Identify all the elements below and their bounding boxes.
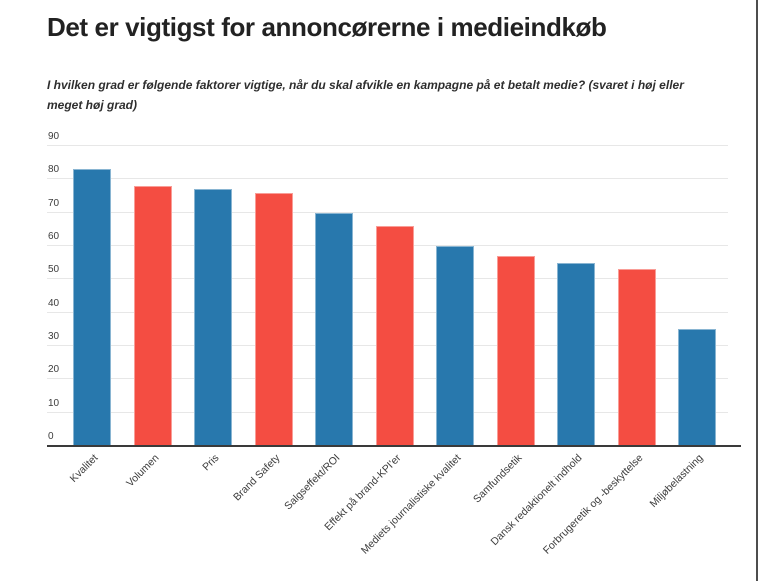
x-label-brand-safety: Brand Safety (230, 452, 282, 504)
x-axis-line (47, 445, 741, 447)
y-tick-label-60: 60 (48, 231, 60, 242)
page-right-border (756, 0, 758, 581)
y-tick-label-0: 0 (48, 431, 54, 442)
x-label-pris: Pris (200, 452, 222, 474)
bar-chart-plot-area: 0 10 20 30 40 50 60 70 80 90 (47, 132, 728, 446)
bar-pris[interactable] (194, 189, 232, 446)
gridline-90 (47, 145, 728, 146)
chart-subtitle: I hvilken grad er følgende faktorer vigt… (47, 78, 684, 113)
bar-kvalitet[interactable] (73, 169, 111, 446)
bar-salgseffekt-roi[interactable] (315, 212, 353, 446)
x-label-samfundsetik: Samfundsetik (470, 452, 524, 506)
x-label-effekt-pa-brand-kpi-er: Effekt på brand-KPI'er (321, 452, 403, 534)
bar-forbrugeretik-og-beskyttelse[interactable] (617, 269, 656, 446)
bar-mediets-journalistiske-kvalitet[interactable] (436, 246, 474, 446)
x-label-volumen: Volumen (123, 452, 161, 490)
bar-effekt-pa-brand-kpi-er[interactable] (375, 226, 414, 446)
y-tick-label-50: 50 (48, 264, 60, 276)
y-tick-label-70: 70 (48, 197, 60, 209)
x-label-mediets-journalistiske-kvalitet: Mediets journalistiske kvalitet (358, 452, 464, 557)
y-tick-label-30: 30 (48, 331, 60, 342)
chart-title: Det er vigtigst for annoncørerne i medie… (47, 12, 607, 42)
bar-brand-safety[interactable] (254, 192, 293, 446)
x-label-forbrugeretik-og-beskyttelse: Forbrugeretik og -beskyttelse (540, 452, 645, 557)
y-tick-label-20: 20 (48, 364, 60, 376)
x-label-kvalitet: Kvalitet (67, 452, 101, 485)
y-tick-label-40: 40 (48, 297, 60, 309)
gridline-80 (47, 178, 728, 180)
bar-volumen[interactable] (133, 186, 172, 446)
y-tick-label-80: 80 (48, 164, 60, 176)
bar-samfundsetik[interactable] (496, 256, 535, 446)
x-label-salgseffekt-roi: Salgseffekt/ROI (282, 452, 343, 513)
bar-miljobelastning[interactable] (678, 329, 716, 446)
x-label-dansk-redaktionelt-indhold: Dansk redaktionelt indhold (488, 452, 585, 548)
y-tick-label-90: 90 (48, 131, 60, 142)
x-label-miljobelastning: Miljøbelastning (647, 452, 706, 511)
bar-dansk-redaktionelt-indhold[interactable] (557, 262, 595, 446)
gridline-70 (47, 211, 728, 213)
y-tick-label-10: 10 (48, 397, 60, 409)
